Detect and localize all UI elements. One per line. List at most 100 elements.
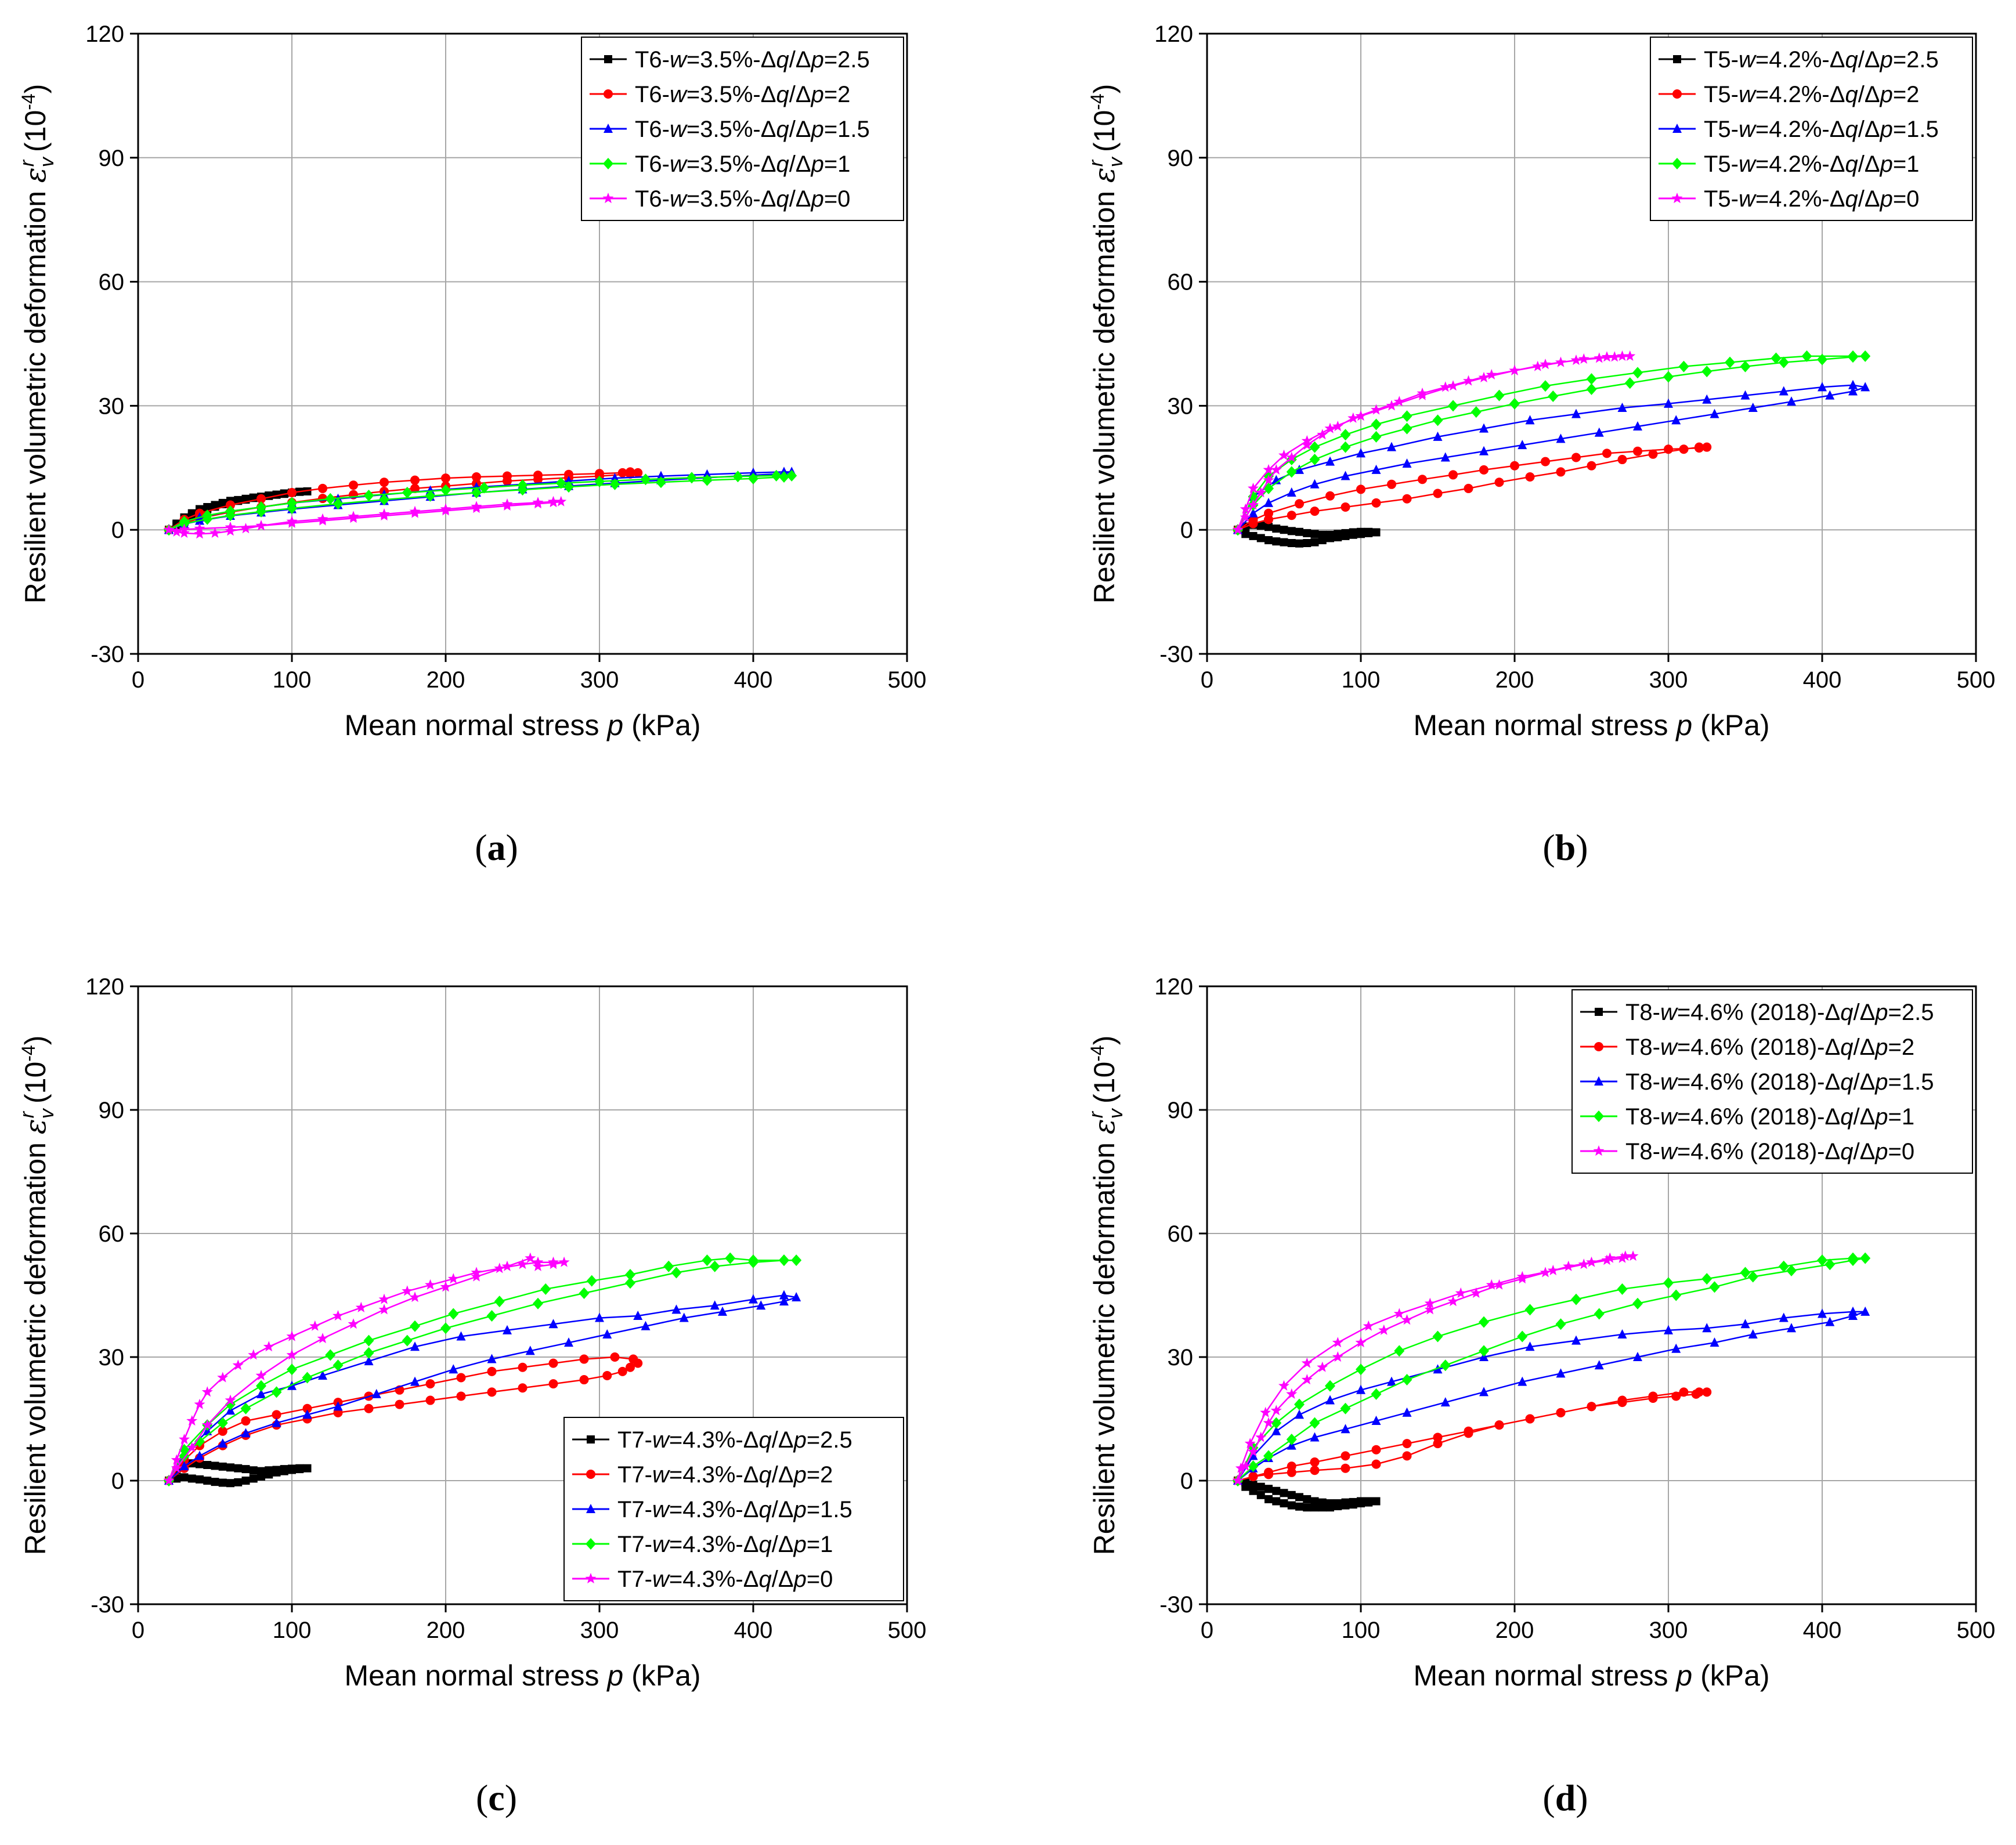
legend-marker <box>1595 1008 1603 1016</box>
data-point <box>1817 1254 1827 1267</box>
axis-ticks: 0 100 200 300 400 500 -30 0 30 60 90 120 <box>85 974 926 1643</box>
data-point <box>663 1260 674 1272</box>
data-point <box>1301 435 1313 446</box>
data-point <box>517 484 528 496</box>
y-tick-label: 120 <box>85 974 124 1000</box>
data-point <box>756 1300 766 1310</box>
data-point <box>1272 1497 1281 1506</box>
data-point <box>1587 461 1596 471</box>
data-point <box>241 1428 251 1438</box>
data-point <box>1702 394 1712 404</box>
legend-label: T7-w=4.3%-Δq/Δp=1.5 <box>617 1497 852 1522</box>
data-point <box>1824 1258 1836 1271</box>
data-point <box>410 1341 420 1351</box>
data-point <box>609 478 620 490</box>
data-point <box>226 500 235 510</box>
data-series <box>163 466 797 539</box>
data-point <box>702 1254 713 1267</box>
data-point <box>280 1465 288 1474</box>
data-point <box>1695 443 1704 453</box>
y-tick-label: -30 <box>1159 642 1193 667</box>
data-series <box>1232 1250 1871 1512</box>
data-point <box>1594 1360 1604 1370</box>
legend-marker <box>604 89 613 99</box>
data-point <box>1702 1323 1712 1333</box>
data-point <box>187 1474 196 1483</box>
y-tick-label: -30 <box>91 1592 124 1618</box>
data-point <box>179 527 190 538</box>
data-point <box>1264 1485 1273 1493</box>
data-point <box>1287 511 1296 520</box>
data-point <box>625 1277 635 1289</box>
data-point <box>302 1409 312 1419</box>
data-point <box>287 488 297 498</box>
series-circle <box>1233 442 1712 535</box>
data-point <box>218 1426 227 1436</box>
data-point <box>1341 1424 1350 1434</box>
data-point <box>779 1296 789 1306</box>
data-point <box>1617 1252 1628 1263</box>
data-point <box>1355 1337 1367 1348</box>
legend-item: T6-w=3.5%-Δq/Δp=1.5 <box>590 117 870 142</box>
data-point <box>1341 471 1350 480</box>
data-point <box>186 1442 198 1453</box>
data-point <box>1341 1463 1350 1473</box>
y-axis-title: Resilient volumetric deformation εvr (10… <box>1085 1036 1127 1555</box>
panel-c: 0 100 200 300 400 500 -30 0 30 60 90 120 Mean norma… <box>16 974 926 1818</box>
data-point <box>1556 433 1566 443</box>
data-point <box>1586 383 1597 395</box>
data-point <box>225 525 236 536</box>
legend-marker <box>604 124 613 133</box>
data-point <box>226 1479 234 1488</box>
legend-item: T7-w=4.3%-Δq/Δp=1 <box>572 1532 833 1557</box>
data-point <box>1594 352 1605 363</box>
x-tick-label: 100 <box>1342 667 1381 693</box>
x-tick-label: 0 <box>132 1618 144 1643</box>
legend-item: T5-w=4.2%-Δq/Δp=2 <box>1659 82 1919 107</box>
data-point <box>1424 1304 1436 1315</box>
data-point <box>1432 1330 1443 1343</box>
data-point <box>1287 527 1296 536</box>
series-star <box>163 495 567 539</box>
data-point <box>1310 507 1320 516</box>
y-tick-label: -30 <box>1159 1592 1193 1618</box>
data-point <box>1248 508 1258 518</box>
data-point <box>201 1419 213 1430</box>
data-point <box>333 1359 344 1372</box>
data-point <box>1679 1387 1689 1397</box>
x-tick-label: 400 <box>1803 1618 1842 1643</box>
data-point <box>1263 464 1274 475</box>
data-point <box>641 1321 651 1330</box>
data-point <box>1295 1502 1303 1511</box>
data-point <box>1633 1352 1642 1361</box>
y-tick-label: 30 <box>1168 1345 1194 1370</box>
data-point <box>1332 421 1343 432</box>
data-point <box>1604 1252 1616 1263</box>
data-point <box>1448 470 1458 480</box>
legend-item: T6-w=3.5%-Δq/Δp=2.5 <box>590 47 870 73</box>
x-tick-label: 200 <box>427 667 465 693</box>
data-point <box>1286 1388 1298 1399</box>
data-point <box>548 1258 559 1269</box>
data-point <box>1860 1252 1871 1264</box>
data-point <box>791 1254 802 1267</box>
data-point <box>1494 477 1504 487</box>
data-point <box>1447 1296 1459 1307</box>
data-point <box>732 471 743 483</box>
data-point <box>1301 439 1313 450</box>
data-point <box>1356 1384 1365 1394</box>
data-point <box>1525 472 1535 482</box>
data-point <box>563 481 574 493</box>
data-point <box>1524 1304 1536 1316</box>
data-point <box>171 1462 182 1473</box>
data-point <box>171 1454 182 1465</box>
data-point <box>1818 1308 1827 1318</box>
data-point <box>725 1252 736 1264</box>
data-point <box>1787 1323 1796 1333</box>
data-point <box>1617 1283 1628 1295</box>
data-point <box>558 1256 570 1267</box>
x-tick-label: 300 <box>1649 667 1688 693</box>
x-axis-title: Mean normal stress p (kPa) <box>1413 709 1769 741</box>
data-point <box>1547 1264 1559 1275</box>
data-point <box>163 524 175 535</box>
